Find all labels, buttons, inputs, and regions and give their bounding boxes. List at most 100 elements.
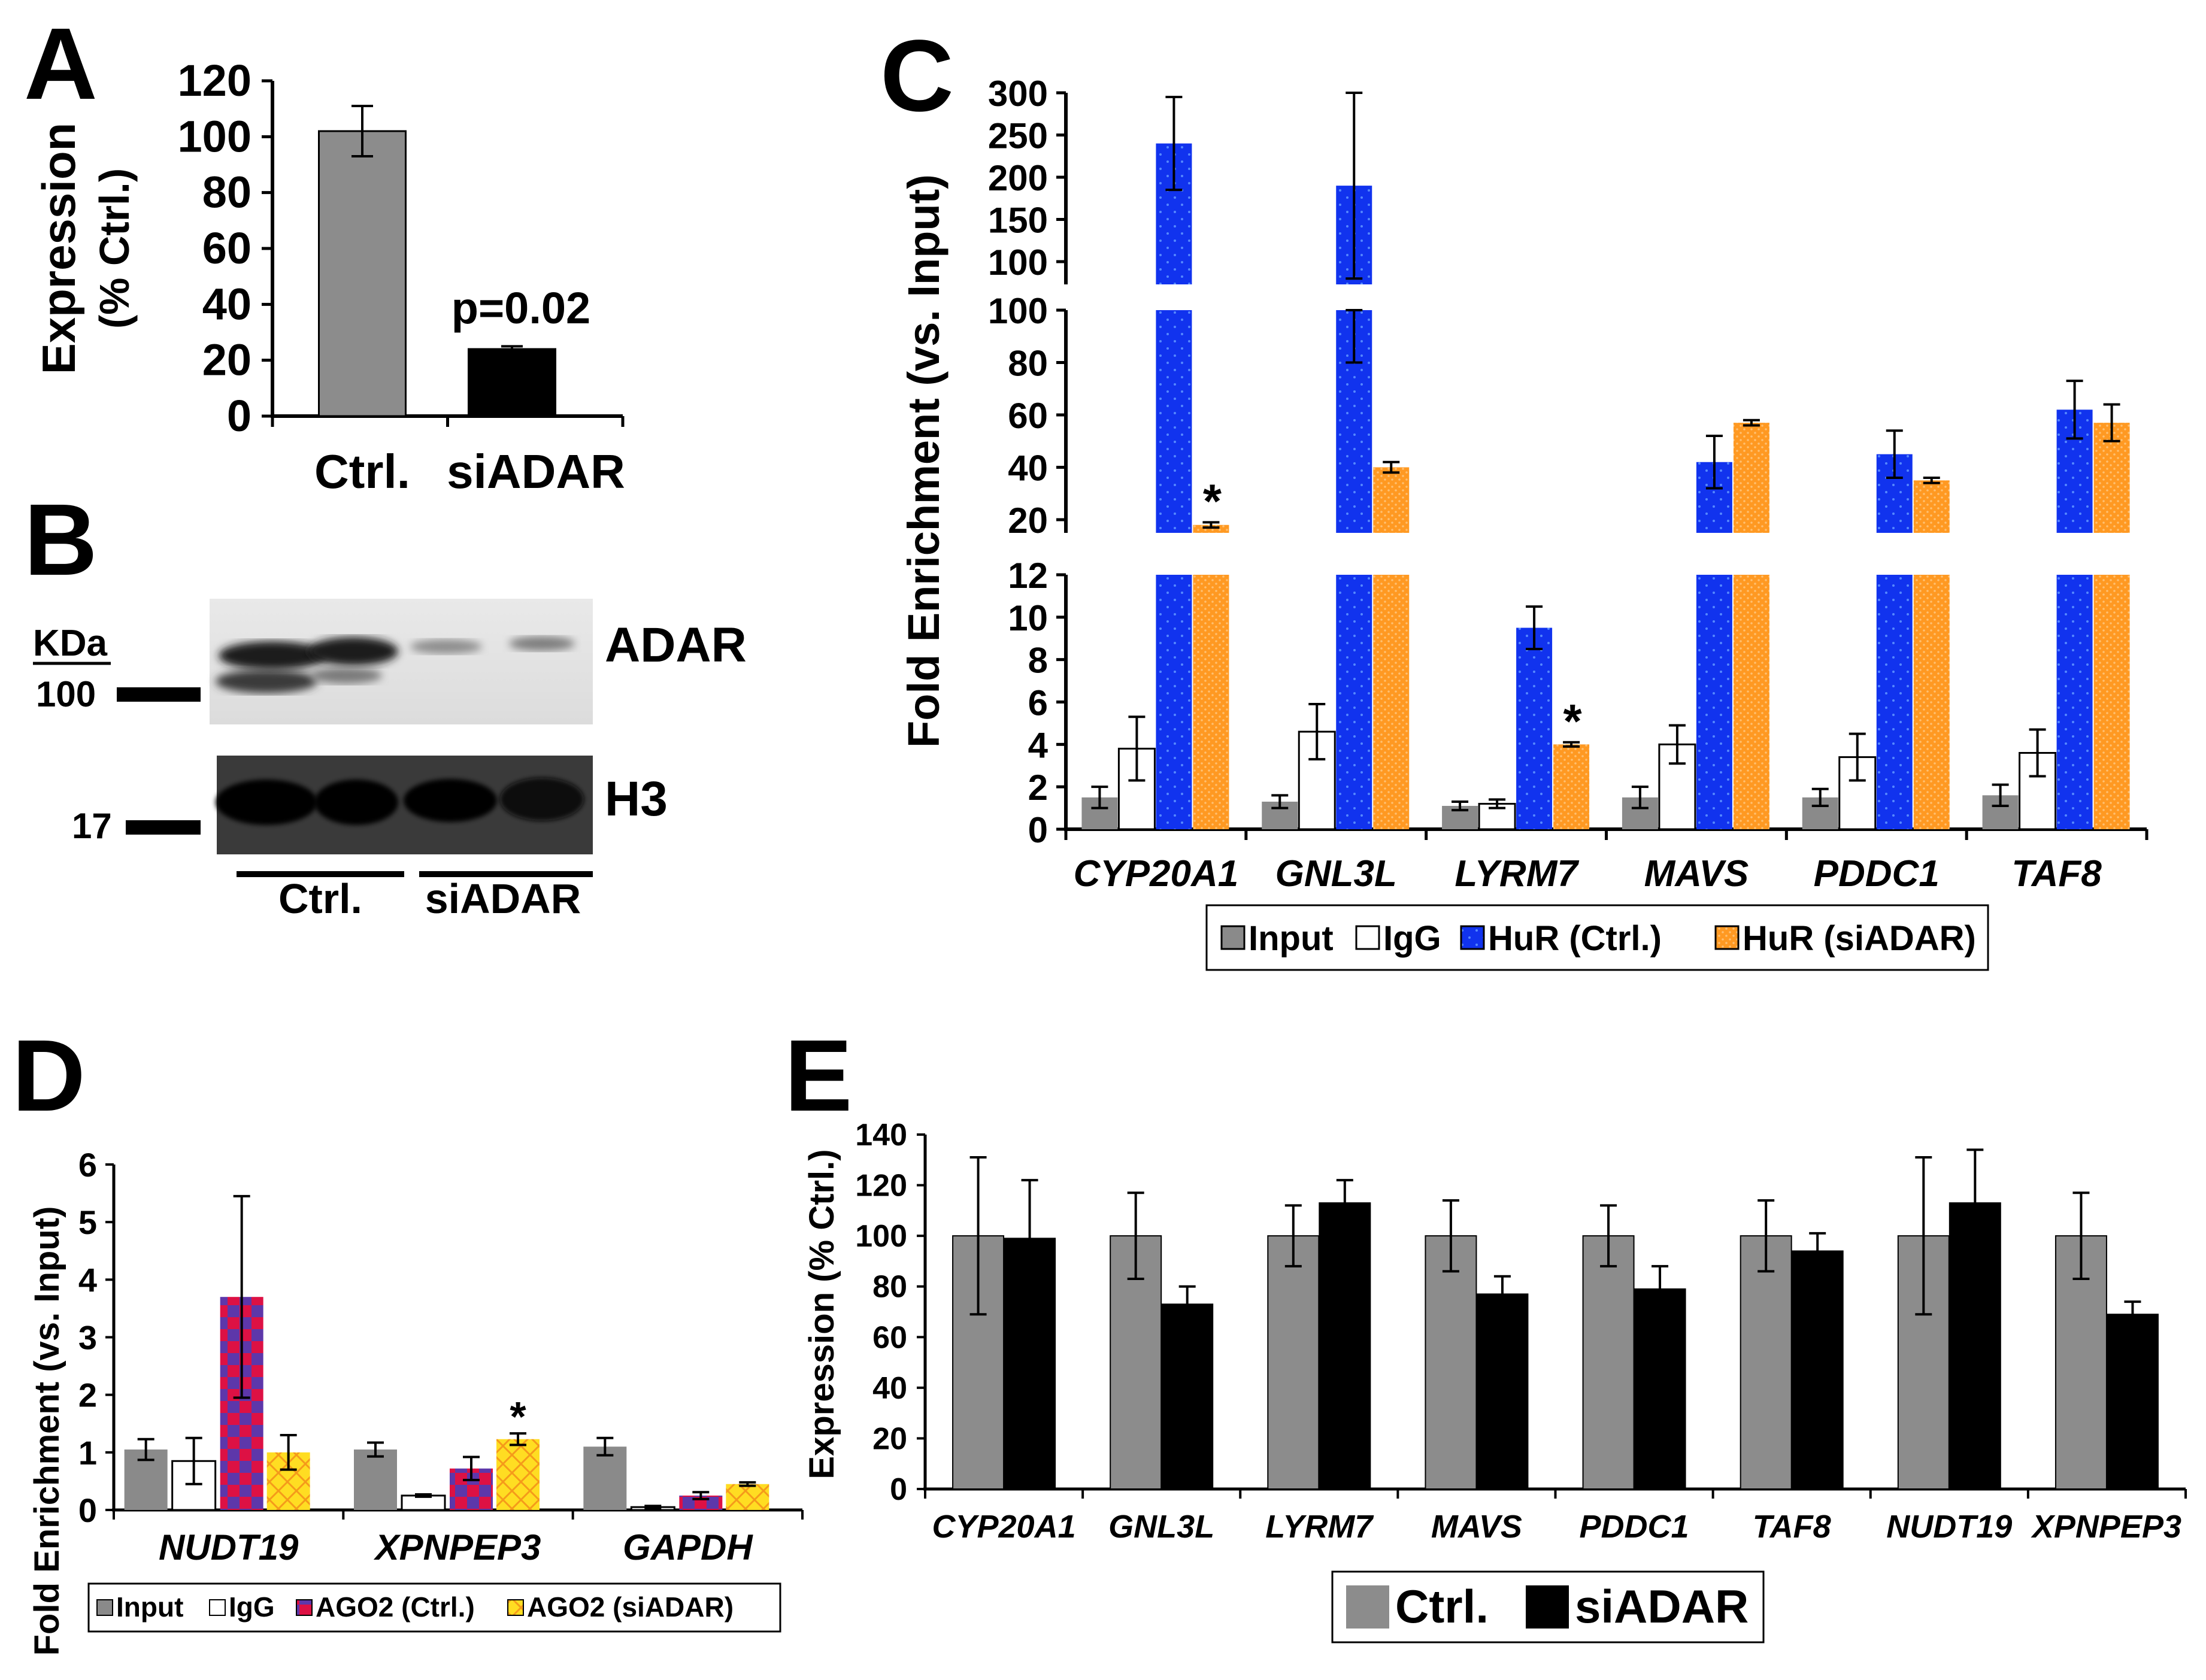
chart-panel-e: 0 20 40 60 80 100 120 140 CYP20A1 GNL3L LYRM7 MAVS P…: [802, 1118, 2187, 1643]
d-y-tick-label: 3: [78, 1319, 97, 1357]
e-bar-siadar-pddc1: [1634, 1288, 1686, 1490]
panel-letter-e: E: [784, 1019, 852, 1133]
c-bar-hur-ctrl-cyp20a1: [1156, 575, 1192, 829]
a-x-tick-label: Ctrl.: [314, 445, 410, 498]
c-legend-label-input: Input: [1249, 919, 1334, 958]
c-x-tick-label: TAF8: [2011, 853, 2102, 894]
blot-group-siadar: siADAR: [425, 875, 581, 922]
c-y-tick-label: 40: [1008, 448, 1048, 489]
chart-panel-d: 0 1 2 3 4 5 6 NUDT19 XPNPEP3 GAPDH * Fold Enrichmen…: [28, 1146, 804, 1656]
d-legend-swatch-igg: [209, 1599, 226, 1616]
c-y-tick-label: 300: [988, 74, 1048, 114]
e-x-tick-label: XPNPEP3: [2031, 1509, 2181, 1545]
e-y-tick-label: 40: [872, 1371, 907, 1406]
blot-marker-100-bar: [117, 687, 201, 702]
a-y-axis-label-line1: Expression: [32, 123, 85, 375]
c-significance-star: *: [1563, 695, 1583, 748]
c-x-tick-label: LYRM7: [1454, 853, 1579, 894]
d-bar-igg-xpnpep3: [401, 1494, 446, 1511]
d-bar-input-gapdh: [583, 1447, 627, 1510]
panel-letter-d: D: [12, 1019, 86, 1133]
c-bar-hur-siadar-mavs: [1733, 575, 1769, 829]
c-y-tick-label: 200: [988, 158, 1048, 198]
panel-letter-c: C: [880, 19, 954, 133]
a-y-tick-label: 120: [178, 56, 251, 105]
c-bar-hur-siadar-lyrm7: [1553, 744, 1590, 829]
d-legend-swatch-ago2-siadar: [507, 1599, 524, 1616]
c-bar-hur-siadar-cyp20a1: [1193, 575, 1229, 829]
c-bar-hur-ctrl-lyrm7: [1516, 627, 1553, 829]
a-y-tick-label: 20: [202, 335, 251, 385]
d-significance-star: *: [510, 1393, 526, 1440]
d-legend-box: [87, 1582, 781, 1633]
c-x-tick-label: PDDC1: [1814, 853, 1940, 894]
c-y-tick-label: 100: [988, 291, 1048, 331]
c-bar-hur-ctrl-pddc1: [1876, 575, 1913, 829]
c-legend-label-igg: IgG: [1383, 919, 1441, 958]
c-legend-swatch-hur-siadar: [1714, 925, 1740, 950]
panel-letter-a: A: [24, 7, 98, 121]
e-y-tick-label: 80: [872, 1270, 907, 1305]
e-bar-siadar-gnl3l: [1161, 1303, 1214, 1490]
d-bar-ago2-siadar-xpnpep3: [496, 1439, 540, 1510]
c-bar-hur-siadar-mavs: [1733, 423, 1769, 533]
d-y-axis-label: Fold Enrichment (vs. Input): [28, 1206, 66, 1656]
e-legend-label-ctrl: Ctrl.: [1395, 1580, 1489, 1633]
c-bar-hur-siadar-taf8: [2093, 575, 2130, 829]
c-legend: Input IgG HuR (Ctrl.) HuR (siADAR): [1205, 904, 1989, 971]
e-legend-swatch-ctrl: [1346, 1585, 1389, 1629]
c-y-tick-label: 12: [1008, 556, 1048, 596]
a-x-tick-label: siADAR: [447, 445, 625, 498]
e-y-tick-label: 20: [872, 1421, 907, 1456]
a-y-tick-label: 60: [202, 223, 251, 273]
e-x-tick-label: CYP20A1: [932, 1509, 1075, 1545]
c-y-tick-label: 150: [988, 201, 1048, 241]
d-x-tick-label: GAPDH: [623, 1527, 753, 1567]
d-legend-label-ago2-siadar: AGO2 (siADAR): [527, 1591, 734, 1623]
e-bar-ctrl-lyrm7: [1267, 1235, 1320, 1490]
c-legend-label-hur-ctrl: HuR (Ctrl.): [1488, 919, 1662, 958]
d-legend-label-input: Input: [116, 1591, 183, 1623]
d-legend-swatch-ago2-ctrl: [296, 1599, 313, 1616]
a-bar-siadar: [468, 348, 556, 417]
e-x-tick-label: LYRM7: [1265, 1509, 1374, 1545]
c-y-tick-label: 8: [1028, 641, 1048, 681]
d-legend-swatch-input: [96, 1599, 113, 1616]
e-legend-label-siadar: siADAR: [1575, 1580, 1749, 1633]
c-bar-hur-ctrl-taf8: [2056, 575, 2093, 829]
c-y-tick-label: 60: [1008, 396, 1048, 436]
e-y-axis-label: Expression (% Ctrl.): [802, 1149, 841, 1479]
e-y-tick-label: 0: [890, 1472, 907, 1507]
blot-kda-label: KDa: [33, 623, 108, 664]
e-bar-ctrl-mavs: [1425, 1235, 1477, 1490]
c-bar-hur-siadar-gnl3l: [1373, 575, 1410, 829]
a-p-value-annotation: p=0.02: [451, 283, 590, 333]
c-y-tick-label: 0: [1028, 810, 1048, 850]
c-y-tick-label: 4: [1028, 725, 1049, 765]
c-legend-box: [1205, 904, 1989, 971]
a-y-tick-label: 0: [227, 391, 251, 441]
a-bar-ctrl: [318, 130, 407, 417]
e-x-tick-label: PDDC1: [1580, 1509, 1689, 1545]
d-y-tick-label: 0: [78, 1491, 97, 1529]
blot-marker-17: 17: [72, 806, 112, 846]
c-bar-hur-ctrl-gnl3l: [1336, 575, 1372, 829]
d-legend-label-igg: IgG: [229, 1591, 275, 1623]
e-bar-siadar-taf8: [1791, 1250, 1844, 1490]
c-x-tick-label: GNL3L: [1275, 853, 1397, 894]
c-y-tick-label: 20: [1008, 501, 1048, 541]
panel-letter-b: B: [24, 483, 98, 597]
c-bar-hur-siadar-pddc1: [1913, 575, 1950, 829]
c-legend-label-hur-siadar: HuR (siADAR): [1743, 919, 1976, 958]
a-y-tick-label: 80: [202, 168, 251, 217]
a-y-tick-label: 40: [202, 279, 251, 329]
e-legend-swatch-siadar: [1526, 1585, 1569, 1629]
blot-marker-100: 100: [36, 674, 96, 714]
e-y-tick-label: 60: [872, 1320, 907, 1355]
c-bar-hur-siadar-pddc1: [1913, 480, 1950, 533]
c-y-axis-label: Fold Enrichment (vs. Input): [899, 174, 949, 748]
d-y-tick-label: 6: [78, 1146, 97, 1184]
blot-group-ctrl: Ctrl.: [278, 875, 362, 922]
d-legend-label-ago2-ctrl: AGO2 (Ctrl.): [316, 1591, 475, 1623]
